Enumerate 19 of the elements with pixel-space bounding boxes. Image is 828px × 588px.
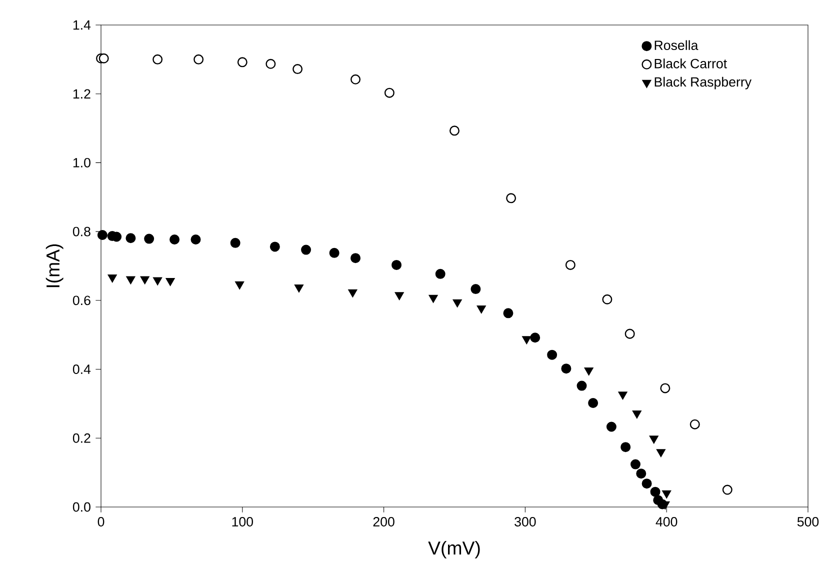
y-tick-label: 0.8 bbox=[72, 226, 90, 236]
x-tick-label: 200 bbox=[373, 517, 394, 526]
x-tick-label: 500 bbox=[797, 517, 819, 526]
y-tick-label: 0.0 bbox=[72, 502, 90, 512]
x-tick-label: 100 bbox=[232, 517, 254, 526]
y-tick-label: 1.0 bbox=[73, 158, 90, 168]
legend-label: Black Carrot bbox=[654, 58, 727, 68]
y-tick-label: 1.4 bbox=[73, 20, 91, 30]
y-tick-label: 0.6 bbox=[72, 296, 90, 306]
x-tick-label: 300 bbox=[514, 517, 536, 526]
x-tick-label: 400 bbox=[656, 517, 678, 526]
legend-label: Black Raspberry bbox=[654, 76, 752, 90]
y-axis-title: I(mA) bbox=[46, 244, 64, 288]
legend-label: Rosella bbox=[654, 40, 698, 50]
x-axis-title: V(mV) bbox=[428, 540, 480, 558]
y-tick-label: 0.2 bbox=[72, 433, 90, 443]
y-tick-label: 1.2 bbox=[73, 89, 90, 99]
y-tick-label: 0.4 bbox=[72, 364, 91, 374]
x-tick-label: 0 bbox=[98, 517, 104, 526]
